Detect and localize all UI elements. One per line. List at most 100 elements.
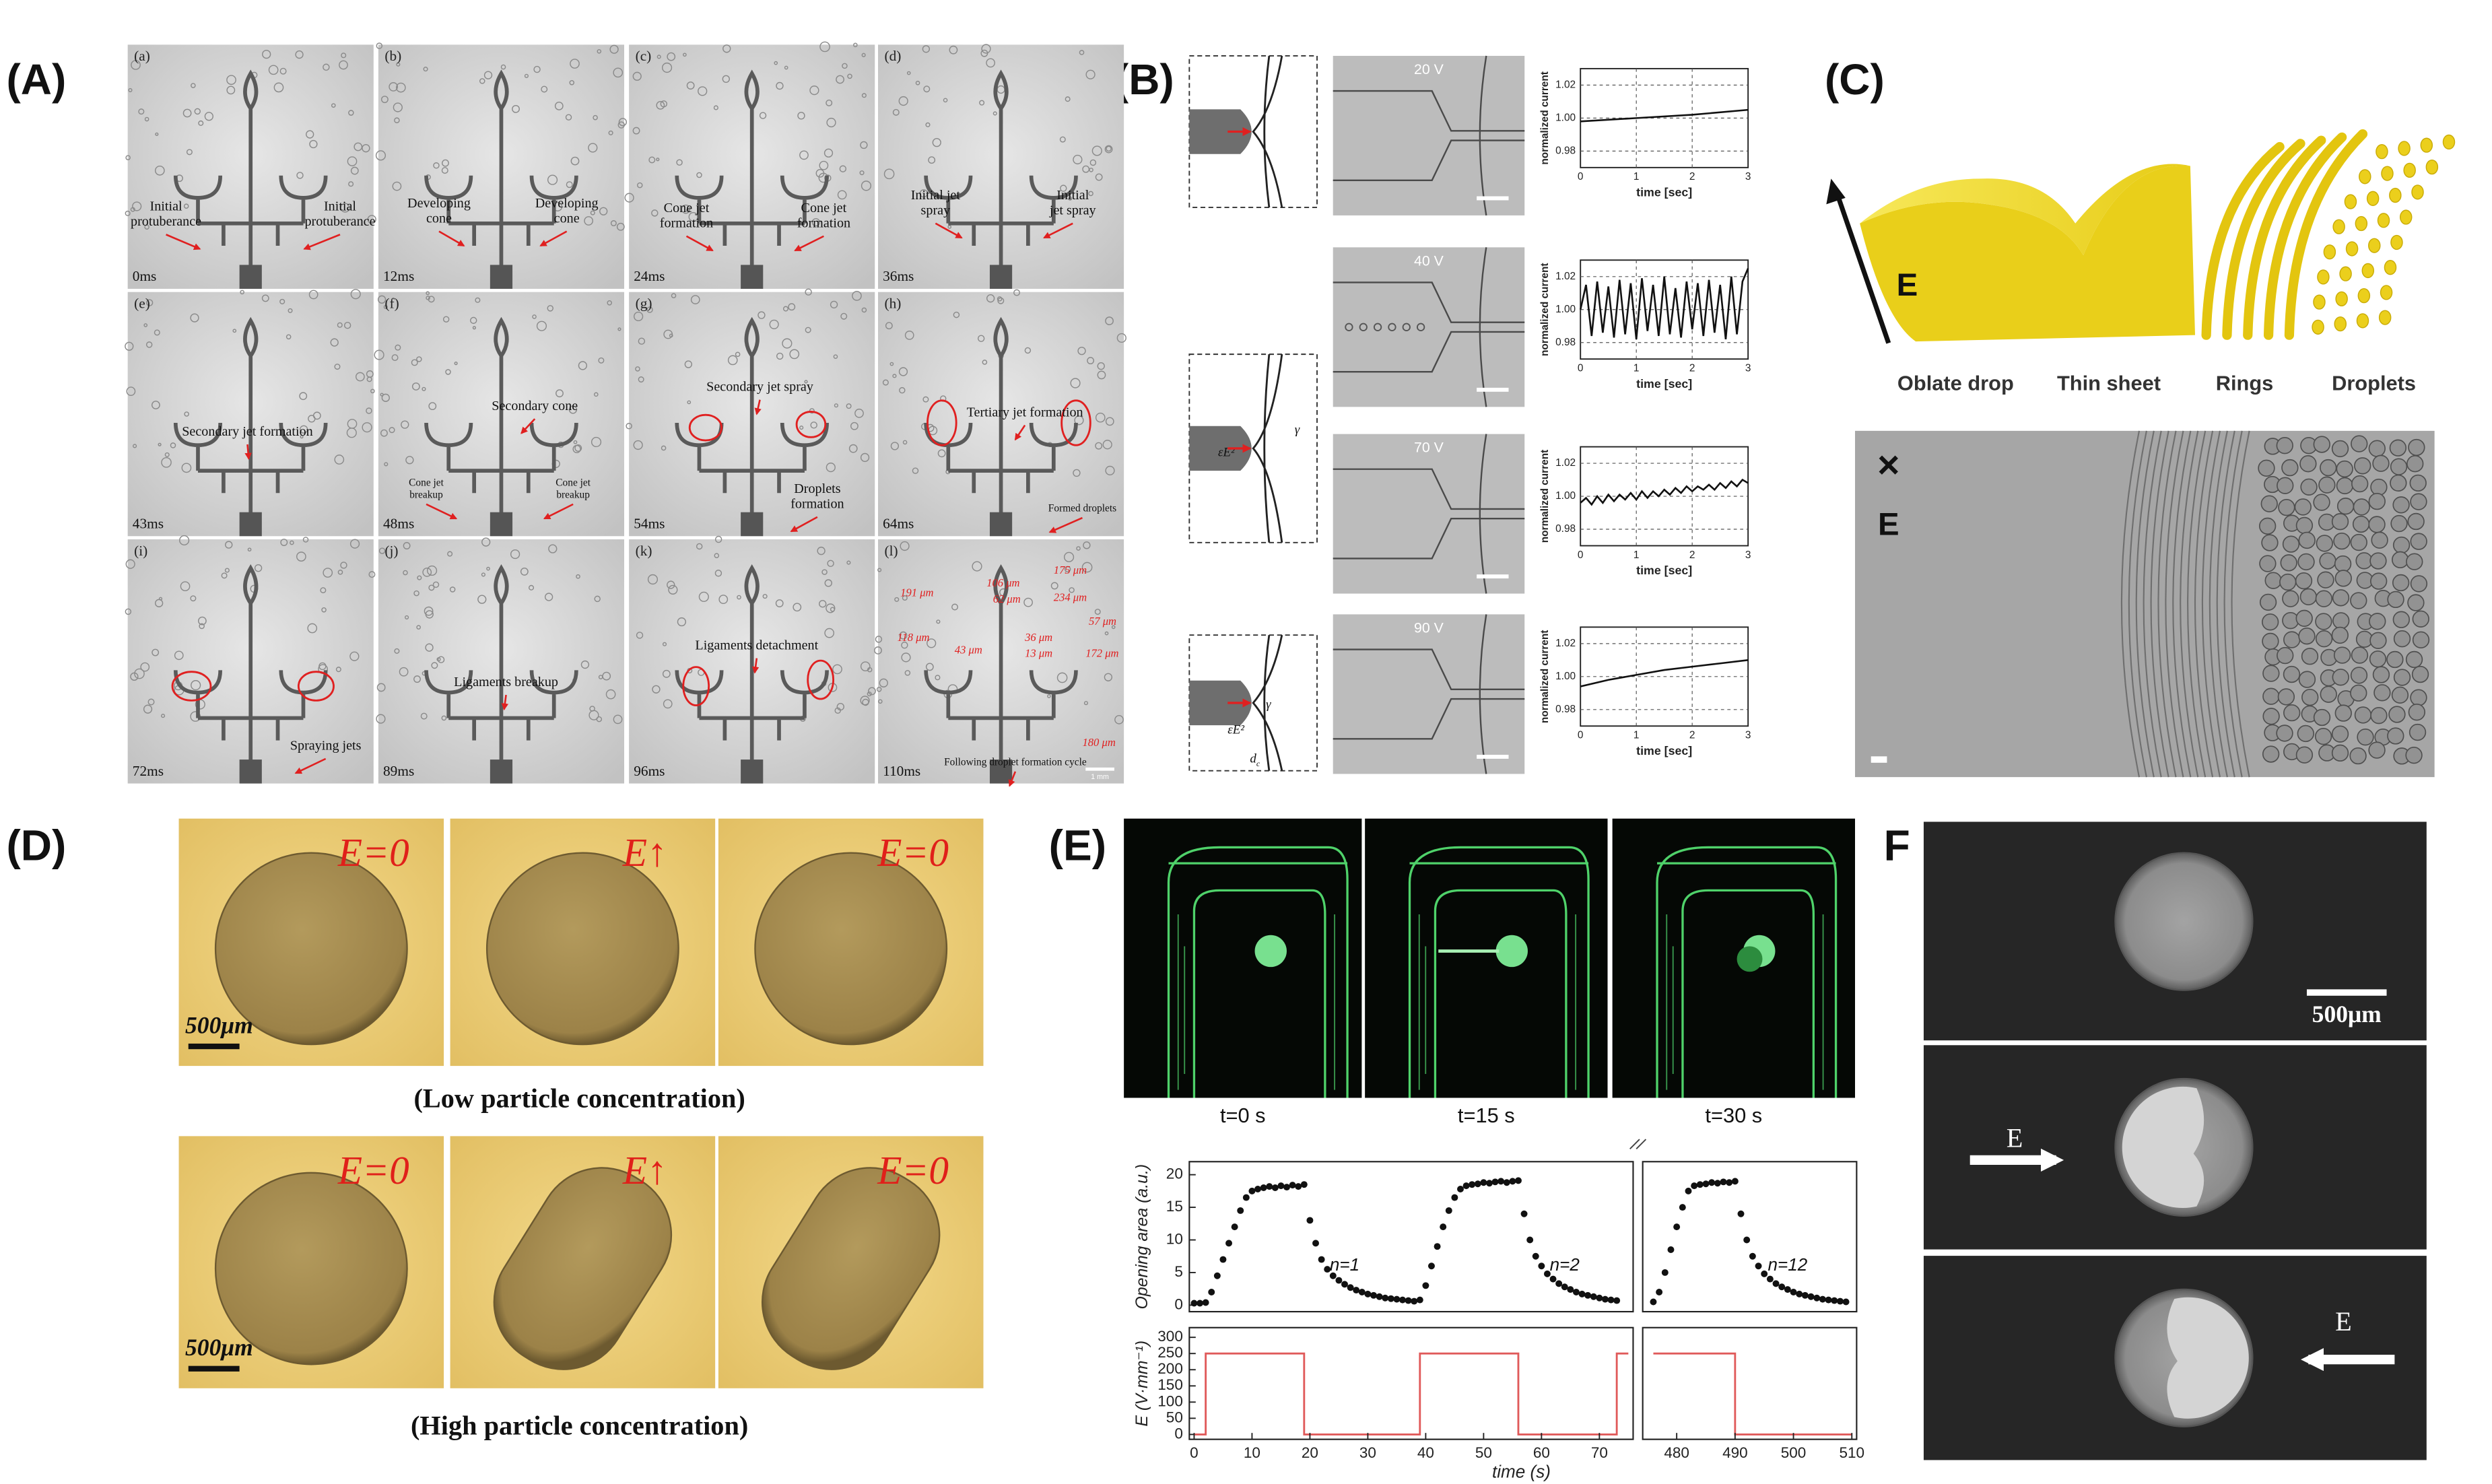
sheet-side [1860,165,2196,342]
speck [714,535,722,543]
x-tick-label: 2 [1689,730,1695,741]
photo-droplet [2392,574,2410,592]
data-point [1462,1182,1470,1190]
speck [617,327,621,331]
photo-droplet [2370,478,2388,496]
photo-droplet [2406,455,2424,473]
speck [594,595,601,603]
photo-droplet [2370,706,2388,724]
photo-droplet [2369,572,2388,590]
highlight-ring [795,411,827,438]
speck [817,546,826,555]
speck [481,537,491,547]
data-point [1578,1290,1586,1297]
speck [428,402,437,411]
speck [1094,609,1101,615]
droplet [2359,169,2371,184]
ring [2201,141,2285,340]
highlight-ring [297,671,335,702]
speck [143,323,148,327]
speck [788,303,796,311]
speck [832,664,842,675]
channel-tree [675,69,829,269]
annotation: spray [921,203,951,218]
speck [932,137,941,147]
speck [769,319,779,329]
data-point [1696,1181,1704,1188]
speck [377,295,386,304]
speck [677,617,687,627]
highlight-ring [927,399,957,446]
speck [860,141,868,149]
panel-label: (D) [6,821,66,870]
speck [874,646,882,654]
annotation: formation [797,216,850,231]
annotation: formation [790,497,844,512]
speck [638,376,644,383]
speck [300,435,304,439]
scale-label: 1 mm [1091,773,1109,781]
speck [362,144,370,153]
speck [1097,362,1105,370]
speck [656,55,661,59]
device [1656,846,1838,1098]
data-point [1778,1283,1786,1291]
frame-outline [1656,846,1838,1098]
voltage-label: 40 V [1414,252,1444,269]
data-point [1831,1297,1838,1304]
data-point [1399,1296,1406,1304]
data-point [1543,1270,1551,1277]
speck [1082,165,1090,173]
frame-letter: (g) [636,296,652,312]
speck [854,408,864,418]
y-axis-label: normalized current [1539,71,1551,165]
data-point [1825,1296,1832,1304]
panel-label: F [1884,821,1910,870]
speck [194,108,201,115]
frame-time: 43ms [133,516,164,532]
photo-droplet [2260,495,2278,512]
ring-line [2120,430,2141,778]
speck [1104,673,1113,681]
speck [901,652,911,663]
y-tick-label: 300 [1157,1328,1183,1345]
data-point [1427,1262,1435,1270]
data-point [1364,1290,1372,1297]
speck [1111,625,1116,630]
data-point [1237,1207,1244,1214]
speck [307,623,318,634]
speck [350,166,359,175]
photo-droplet [2369,632,2387,649]
connector [741,760,764,784]
photo-droplet [2411,665,2429,683]
speck [426,296,430,300]
speck [403,570,408,576]
speck [541,86,548,93]
photo-droplet [2332,589,2350,607]
y-tick-label: 1.02 [1555,638,1576,649]
speck [821,569,828,575]
speck [125,341,134,351]
data-point [1737,1210,1745,1217]
speck [334,364,341,370]
speck [197,616,207,626]
speck [943,98,948,103]
speck [1085,69,1096,79]
droplet [2312,319,2324,335]
photo-droplet [2350,592,2367,609]
x-tick-label: 2 [1689,171,1695,182]
speck [573,440,578,444]
speck [341,53,347,59]
symbol: γ [1266,698,1271,712]
x-axis-label: time [sec] [1636,744,1692,757]
photo-droplet [2262,632,2279,650]
bulb [1254,935,1287,968]
x-tick-label: 0 [1578,171,1584,182]
speck [1024,347,1032,354]
photo-droplet [2299,588,2318,606]
speck [660,100,668,108]
annotation-arrow [1043,222,1073,239]
speck [179,535,190,546]
